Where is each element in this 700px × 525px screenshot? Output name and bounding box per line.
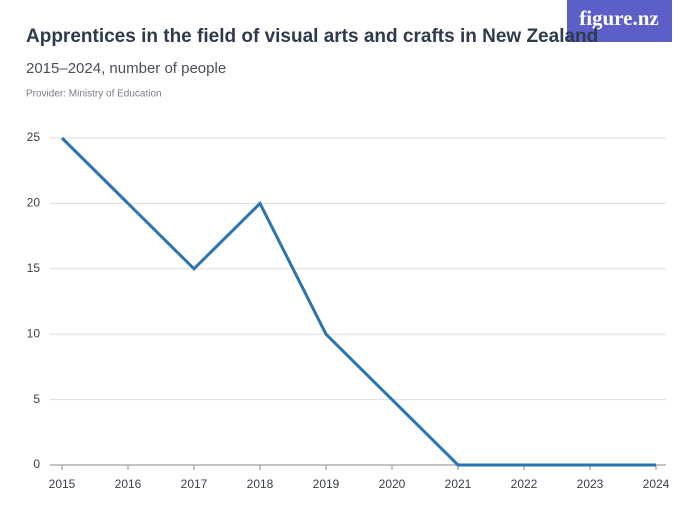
logo-box[interactable] <box>567 0 672 42</box>
x-tick-label: 2017 <box>181 477 208 491</box>
x-tick-label: 2020 <box>379 477 406 491</box>
provider: Provider: Ministry of Education <box>26 89 162 100</box>
x-tick-label: 2023 <box>577 477 604 491</box>
x-tick-label: 2015 <box>49 477 76 491</box>
line <box>60 136 656 467</box>
chart-title: Apprentices in the field of visual arts … <box>26 26 598 47</box>
y-tick-label: 25 <box>27 130 41 144</box>
x-tick-label: 2021 <box>445 477 472 491</box>
y-tick-label: 20 <box>27 196 41 210</box>
x-tick-label: 2018 <box>247 477 274 491</box>
y-tick-label: 0 <box>33 457 40 471</box>
logo[interactable]: figure.nz <box>579 6 659 30</box>
x-tick-label: 2019 <box>313 477 340 491</box>
y-tick-label: 5 <box>33 392 40 406</box>
x-tick-label: 2022 <box>511 477 538 491</box>
x-tick-label: 2024 <box>643 477 670 491</box>
y-tick-label: 10 <box>27 326 41 340</box>
x-tick-label: 2016 <box>115 477 142 491</box>
chart-subtitle: 2015–2024, number of people <box>26 60 226 77</box>
y-tick-label: 15 <box>27 261 41 275</box>
